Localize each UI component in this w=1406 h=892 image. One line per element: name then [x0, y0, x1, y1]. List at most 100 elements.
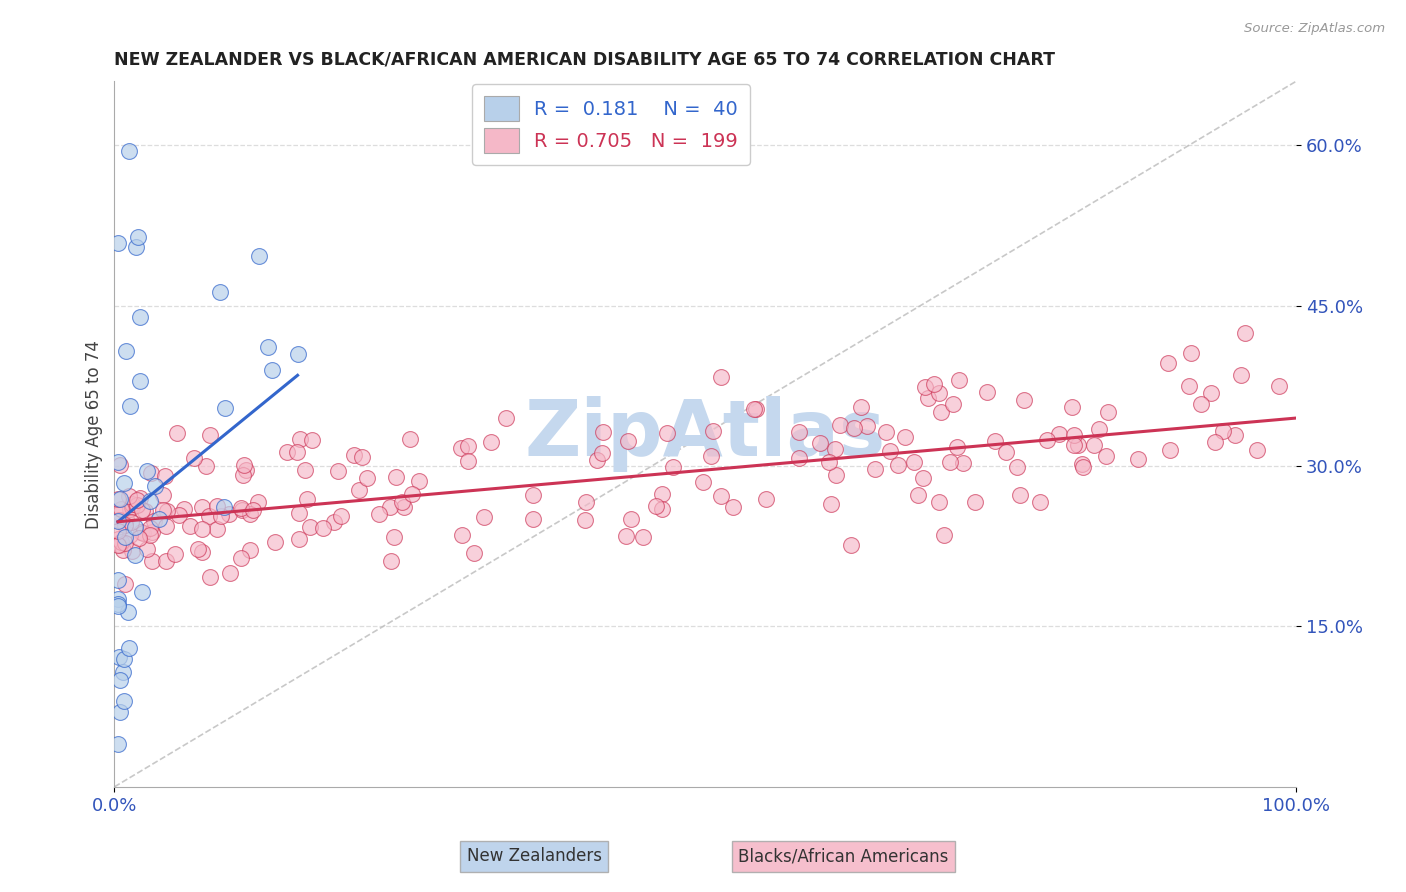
Point: [114, 343, 136, 358]
Point: [120, 399, 142, 413]
Point: [110, 705, 132, 719]
Point: [117, 144, 139, 158]
Point: [1225, 428, 1247, 442]
Point: [233, 458, 256, 472]
Point: [1095, 449, 1118, 463]
Point: [131, 503, 153, 517]
Point: [1180, 346, 1202, 360]
Point: [107, 513, 129, 527]
Point: [143, 478, 166, 492]
Point: [382, 531, 405, 545]
Point: [1157, 356, 1180, 370]
Point: [592, 425, 614, 439]
Point: [699, 449, 721, 463]
Point: [356, 470, 378, 484]
Point: [209, 508, 232, 523]
Point: [380, 554, 402, 568]
Point: [128, 532, 150, 546]
Point: [657, 425, 679, 440]
Point: [1060, 400, 1083, 414]
Point: [299, 520, 322, 534]
Point: [179, 519, 201, 533]
Point: [107, 737, 129, 751]
Point: [117, 605, 139, 619]
Point: [232, 467, 254, 482]
Point: [451, 527, 474, 541]
Point: [264, 535, 287, 549]
Point: [156, 504, 179, 518]
Point: [367, 507, 389, 521]
Point: [922, 376, 945, 391]
Point: [1071, 459, 1094, 474]
Point: [152, 503, 174, 517]
Point: [115, 512, 138, 526]
Text: Blacks/African Americans: Blacks/African Americans: [738, 847, 949, 865]
Point: [939, 455, 962, 469]
Point: [450, 442, 472, 456]
Point: [190, 545, 212, 559]
Point: [131, 585, 153, 599]
Point: [1230, 368, 1253, 382]
Point: [121, 497, 143, 511]
Point: [112, 476, 135, 491]
Point: [887, 458, 910, 472]
Point: [219, 566, 242, 580]
Point: [1049, 427, 1071, 442]
Point: [107, 599, 129, 613]
Point: [117, 640, 139, 655]
Point: [136, 465, 159, 479]
Point: [111, 542, 134, 557]
Point: [114, 535, 136, 549]
Point: [155, 554, 177, 568]
Point: [107, 514, 129, 528]
Point: [631, 530, 654, 544]
Point: [214, 401, 236, 416]
Point: [721, 500, 744, 514]
Point: [141, 524, 163, 539]
Point: [187, 541, 209, 556]
Point: [408, 475, 430, 489]
Point: [139, 466, 162, 480]
Point: [112, 665, 135, 679]
Point: [312, 521, 335, 535]
Point: [617, 434, 640, 448]
Point: [212, 500, 235, 515]
Point: [903, 455, 925, 469]
Point: [984, 434, 1007, 449]
Point: [108, 650, 131, 665]
Point: [136, 542, 159, 557]
Point: [290, 432, 312, 446]
Point: [114, 517, 136, 532]
Point: [239, 507, 262, 521]
Point: [928, 386, 950, 401]
Point: [1199, 386, 1222, 401]
Point: [218, 507, 240, 521]
Point: [1204, 435, 1226, 450]
Point: [851, 400, 873, 414]
Text: New Zealanders: New Zealanders: [467, 847, 602, 865]
Y-axis label: Disability Age 65 to 74: Disability Age 65 to 74: [86, 340, 103, 529]
Point: [1233, 326, 1256, 340]
Point: [129, 525, 152, 540]
Point: [276, 445, 298, 459]
Point: [155, 518, 177, 533]
Point: [745, 401, 768, 416]
Point: [1189, 396, 1212, 410]
Point: [108, 506, 131, 520]
Point: [173, 502, 195, 516]
Point: [152, 488, 174, 502]
Point: [457, 454, 479, 468]
Point: [1066, 438, 1088, 452]
Point: [875, 425, 897, 439]
Point: [399, 432, 422, 446]
Point: [107, 455, 129, 469]
Point: [124, 549, 146, 563]
Point: [1159, 443, 1181, 458]
Point: [352, 450, 374, 464]
Point: [952, 456, 974, 470]
Point: [330, 508, 353, 523]
Point: [1008, 488, 1031, 502]
Point: [107, 491, 129, 506]
Point: [914, 380, 936, 394]
Point: [141, 554, 163, 568]
